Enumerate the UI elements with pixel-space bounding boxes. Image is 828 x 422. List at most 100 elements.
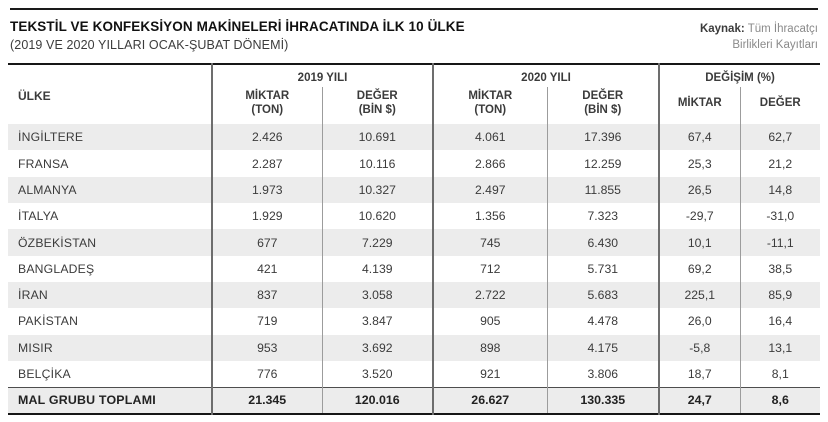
value-cell: 2.497: [433, 176, 548, 204]
col-header-change-deger: DEĞER: [740, 87, 821, 125]
page-subtitle: (2019 VE 2020 YILLARI OCAK-ŞUBAT DÖNEMİ): [10, 37, 289, 52]
country-cell: BELÇİKA: [8, 360, 213, 388]
value-cell: 719: [212, 308, 323, 335]
header-sub-row: MİKTAR (TON) DEĞER (BİN $) MİKTAR (TON) …: [8, 87, 821, 125]
value-cell: -5,8: [659, 334, 741, 361]
value-cell: 67,4: [659, 124, 741, 151]
col-header-2020-deger: DEĞER (BİN $): [547, 87, 660, 125]
value-cell: 26.627: [433, 386, 548, 415]
value-cell: 1.973: [212, 176, 323, 204]
top-rule: [10, 8, 818, 10]
col-group-2019: 2019 YILI: [212, 64, 434, 88]
value-cell: 5.683: [547, 281, 660, 309]
value-cell: 85,9: [740, 281, 821, 309]
value-cell: 11.855: [547, 176, 660, 204]
table-body: İNGİLTERE 2.426 10.691 4.061 17.396 67,4 62,7 F…: [8, 124, 821, 415]
value-cell: -11,1: [740, 229, 821, 256]
value-cell: 14,8: [740, 176, 821, 204]
value-cell: 24,7: [659, 386, 741, 415]
value-cell: 10.620: [322, 203, 434, 230]
value-cell: 120.016: [322, 386, 434, 415]
value-cell: 13,1: [740, 334, 821, 361]
value-cell: 1.929: [212, 203, 323, 230]
value-cell: 921: [433, 360, 548, 388]
value-cell: 1.356: [433, 203, 548, 230]
source-label: Kaynak:: [699, 23, 745, 35]
country-cell: İNGİLTERE: [8, 124, 213, 151]
country-cell: BANGLADEŞ: [8, 255, 213, 282]
table-row: MISIR 953 3.692 898 4.175 -5,8 13,1: [8, 334, 821, 361]
value-cell: 10,1: [659, 229, 741, 256]
value-cell: 18,7: [659, 360, 741, 388]
value-cell: 26,5: [659, 176, 741, 204]
country-cell: FRANSA: [8, 150, 213, 177]
value-cell: 4.139: [322, 255, 434, 282]
source-text-2: Birlikleri Kayıtları: [732, 39, 818, 52]
country-cell: İRAN: [8, 281, 213, 309]
country-cell: İTALYA: [8, 203, 213, 230]
value-cell: 7.229: [322, 229, 434, 256]
header: TEKSTİL VE KONFEKSİYON MAKİNELERİ İHRACA…: [8, 19, 820, 53]
col-header-2020-miktar: MİKTAR (TON): [433, 87, 548, 125]
col-header-2019-deger: DEĞER (BİN $): [322, 87, 434, 125]
table-row: BANGLADEŞ 421 4.139 712 5.731 69,2 38,5: [8, 255, 821, 282]
value-cell: 3.058: [322, 281, 434, 309]
value-cell: 21,2: [740, 150, 821, 177]
country-cell: ALMANYA: [8, 176, 213, 204]
value-cell: 8,1: [740, 360, 821, 388]
value-cell: 16,4: [740, 308, 821, 335]
value-cell: 10.116: [322, 150, 434, 177]
value-cell: 10.327: [322, 176, 434, 204]
value-cell: -29,7: [659, 203, 741, 230]
col-group-2020: 2020 YILI: [433, 64, 660, 88]
table-row: BELÇİKA 776 3.520 921 3.806 18,7 8,1: [8, 360, 821, 388]
table-header: ÜLKE 2019 YILI 2020 YILI DEĞİŞİM (%) MİK…: [8, 64, 821, 125]
table-row: ÖZBEKİSTAN 677 7.229 745 6.430 10,1 -11,1: [8, 229, 821, 256]
col-group-change: DEĞİŞİM (%): [659, 64, 821, 88]
table-row: PAKİSTAN 719 3.847 905 4.478 26,0 16,4: [8, 308, 821, 335]
col-header-country: ÜLKE: [8, 64, 213, 125]
value-cell: 677: [212, 229, 323, 256]
value-cell: 898: [433, 334, 548, 361]
value-cell: 2.722: [433, 281, 548, 309]
value-cell: 5.731: [547, 255, 660, 282]
value-cell: 21.345: [212, 386, 323, 415]
country-cell: MISIR: [8, 334, 213, 361]
value-cell: 3.692: [322, 334, 434, 361]
value-cell: 25,3: [659, 150, 741, 177]
value-cell: 38,5: [740, 255, 821, 282]
table-row: İNGİLTERE 2.426 10.691 4.061 17.396 67,4 62,7: [8, 124, 821, 151]
value-cell: 421: [212, 255, 323, 282]
total-row: MAL GRUBU TOPLAMI 21.345 120.016 26.627 130.…: [8, 386, 821, 415]
value-cell: 776: [212, 360, 323, 388]
value-cell: 3.847: [322, 308, 434, 335]
source-text-1: Tüm İhracatçı: [747, 23, 818, 35]
value-cell: 12.259: [547, 150, 660, 177]
col-header-2019-miktar: MİKTAR (TON): [212, 87, 323, 125]
value-cell: 4.478: [547, 308, 660, 335]
source-note: Kaynak: Tüm İhracatçı Birlikleri Kayıtla…: [700, 19, 818, 53]
value-cell: 7.323: [547, 203, 660, 230]
source-line-1: Kaynak: Tüm İhracatçı: [700, 21, 818, 37]
col-header-change-miktar: MİKTAR: [659, 87, 741, 125]
title-block: TEKSTİL VE KONFEKSİYON MAKİNELERİ İHRACA…: [10, 19, 465, 52]
value-cell: 130.335: [547, 386, 660, 415]
country-cell: ÖZBEKİSTAN: [8, 229, 213, 256]
value-cell: 837: [212, 281, 323, 309]
value-cell: 2.426: [212, 124, 323, 151]
header-group-row: ÜLKE 2019 YILI 2020 YILI DEĞİŞİM (%): [8, 64, 821, 125]
value-cell: -31,0: [740, 203, 821, 230]
country-cell: PAKİSTAN: [8, 308, 213, 335]
value-cell: 6.430: [547, 229, 660, 256]
value-cell: 225,1: [659, 281, 741, 309]
export-table: ÜLKE 2019 YILI 2020 YILI DEĞİŞİM (%) MİK…: [8, 63, 821, 416]
value-cell: 10.691: [322, 124, 434, 151]
value-cell: 2.287: [212, 150, 323, 177]
value-cell: 712: [433, 255, 548, 282]
table-row: ALMANYA 1.973 10.327 2.497 11.855 26,5 14,8: [8, 176, 821, 204]
page-title: TEKSTİL VE KONFEKSİYON MAKİNELERİ İHRACA…: [10, 19, 465, 34]
value-cell: 17.396: [547, 124, 660, 151]
value-cell: 69,2: [659, 255, 741, 282]
table-row: İRAN 837 3.058 2.722 5.683 225,1 85,9: [8, 281, 821, 309]
